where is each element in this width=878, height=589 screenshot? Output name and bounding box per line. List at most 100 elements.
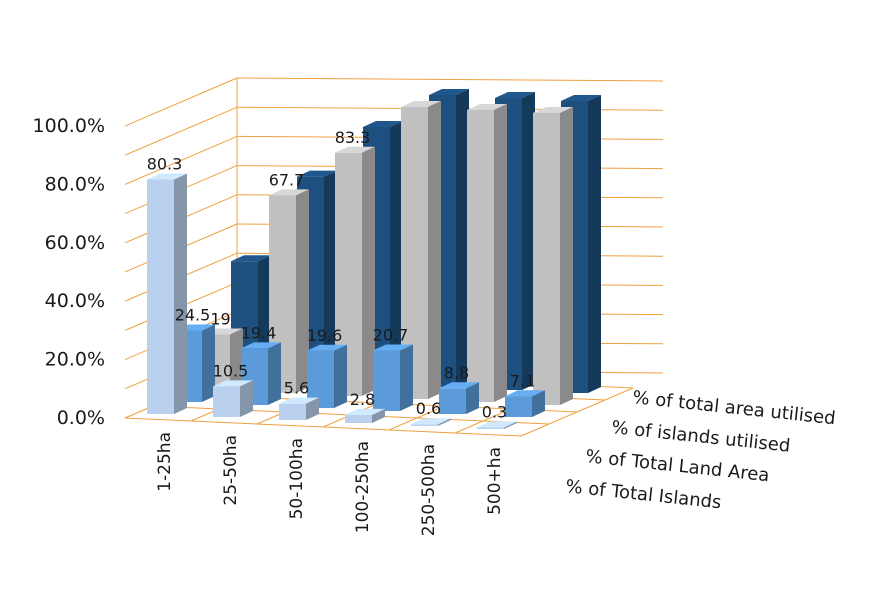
data-label: 83.3 [335, 128, 371, 147]
bar-side [466, 382, 479, 414]
bar-top [307, 344, 347, 351]
bar [213, 380, 253, 417]
bar-front [279, 403, 306, 420]
data-label: 24.5 [175, 305, 211, 324]
bar-side [306, 397, 319, 420]
bar [373, 344, 413, 411]
bar-side [334, 344, 347, 408]
data-label: 5.6 [284, 379, 309, 398]
bar-side [456, 89, 469, 387]
category-label: 25-50ha [221, 435, 241, 506]
data-label: 0.3 [482, 403, 507, 422]
bar [401, 101, 441, 399]
bar-top [429, 89, 469, 95]
bar-front [147, 179, 174, 414]
bar-top [345, 408, 385, 415]
bar-front [401, 107, 428, 399]
bar-side [362, 146, 375, 396]
bar [533, 107, 573, 405]
category-label: 250-500ha [419, 444, 439, 536]
gridline-side [124, 106, 238, 156]
bar-top [505, 390, 545, 397]
series-axis-label: % of Total Islands [564, 476, 722, 513]
bar-side [522, 92, 535, 390]
category-label: 50-100ha [287, 438, 307, 519]
data-label: 80.3 [147, 155, 183, 174]
bar-top [477, 421, 517, 428]
bar-top [335, 146, 375, 153]
bar-front [439, 388, 466, 414]
bar [411, 418, 451, 426]
data-label: 10.5 [213, 361, 249, 380]
bar-top [297, 170, 337, 177]
data-labels: 19 67.7 83.3 24.5 19.4 19.6 20.7 8.8 7.1 80.3 10.5… [147, 128, 536, 422]
bar-side [230, 328, 243, 390]
bar [307, 344, 347, 408]
bar [335, 146, 375, 396]
bar [439, 382, 479, 414]
bar-top [231, 255, 271, 262]
bar [147, 173, 187, 414]
y-tick-label: 60.0% [45, 232, 105, 254]
bar-front [411, 424, 438, 426]
bar-top [279, 397, 319, 404]
data-label: 2.8 [350, 390, 375, 409]
y-tick-label: 100.0% [33, 115, 105, 137]
bar [345, 408, 385, 423]
bar-side [428, 101, 441, 399]
data-label: 20.7 [373, 326, 409, 345]
bar-side [268, 342, 281, 405]
bar-side [494, 104, 507, 402]
data-label: 19 [210, 310, 230, 329]
bar-side [390, 121, 403, 384]
bar-front [477, 427, 504, 429]
bar-top [213, 380, 253, 387]
data-label: 67.7 [269, 170, 305, 189]
bar-top [495, 92, 535, 98]
bar-front [505, 396, 532, 417]
bar [505, 390, 545, 417]
bar-top [401, 101, 441, 107]
bar-top [411, 418, 451, 425]
bar-side [324, 170, 337, 381]
category-label: 1-25ha [155, 432, 175, 492]
data-label: 19.6 [307, 326, 343, 345]
y-tick-label: 0.0% [57, 407, 105, 429]
bar [279, 397, 319, 420]
gridline-side [124, 135, 238, 185]
bar-side [296, 189, 309, 393]
bar-top [467, 104, 507, 110]
bar-front [373, 350, 400, 411]
bar-front [307, 350, 334, 408]
bar [477, 421, 517, 429]
bar-top [363, 121, 403, 128]
gridline-side [124, 77, 238, 127]
y-tick-label: 80.0% [45, 173, 105, 195]
bar-side [588, 95, 601, 393]
bar-front [345, 414, 372, 423]
bar-front [213, 386, 240, 417]
bar-side [400, 344, 413, 411]
y-tick-label: 40.0% [45, 290, 105, 312]
bar-top [561, 95, 601, 101]
bar-top [439, 382, 479, 389]
bar-side [560, 107, 573, 405]
data-label: 7.1 [510, 371, 535, 390]
bar-front [335, 152, 362, 396]
data-label: 19.4 [241, 323, 277, 342]
category-label: 100-250ha [353, 441, 373, 533]
bar [467, 104, 507, 402]
bar-side [174, 173, 187, 414]
bar-top [373, 344, 413, 351]
bar-side [202, 324, 215, 402]
gridline-back [236, 77, 664, 82]
bars [147, 89, 601, 429]
bar-front [467, 110, 494, 402]
y-tick-label: 20.0% [45, 349, 105, 371]
bar-top [269, 189, 309, 196]
bar-side [438, 418, 451, 426]
data-label: 8.8 [444, 363, 469, 382]
bar-side [372, 408, 385, 423]
bar-side [532, 390, 545, 417]
